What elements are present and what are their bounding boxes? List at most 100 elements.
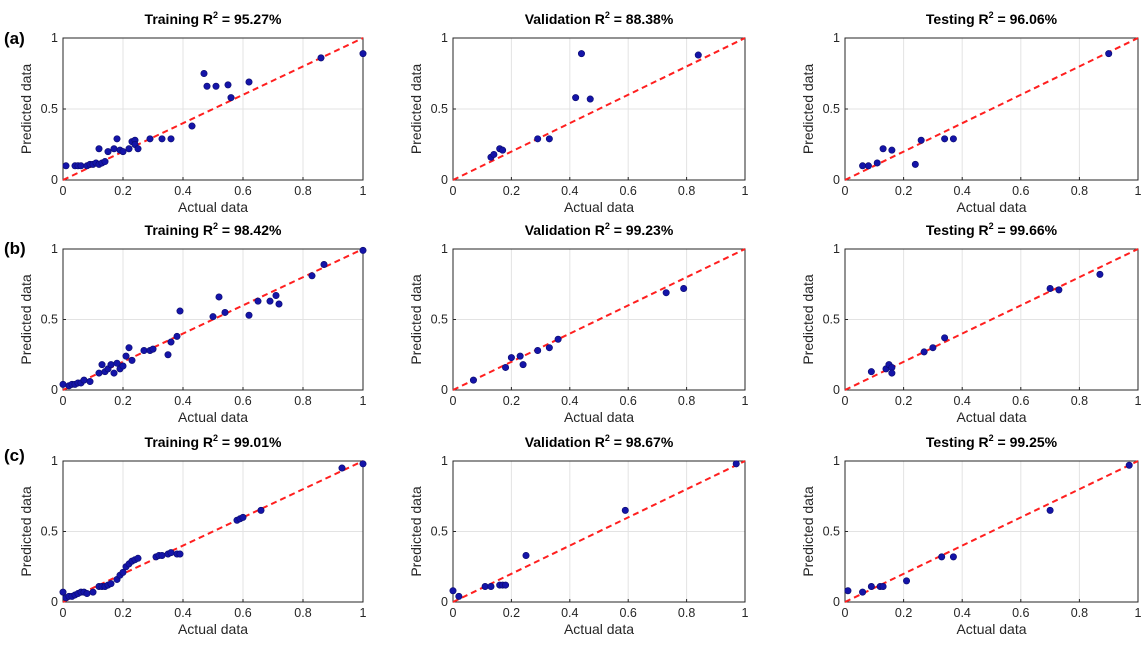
panel-a-training-point-26	[200, 70, 208, 78]
panel-a-validation-ytick-label-1: 0.5	[431, 102, 448, 116]
panel-b-validation-ytick-label-0: 0	[441, 383, 448, 397]
panel-c-testing-ylabel: Predicted data	[800, 486, 816, 576]
panel-c-validation-ytick-label-2: 1	[441, 454, 448, 468]
panel-b-testing-point-7	[941, 334, 949, 342]
panel-b-testing-xlabel: Actual data	[956, 409, 1026, 425]
panel-c-training-ytick-label-0: 0	[51, 595, 58, 609]
panel-a-validation-title-sup: 2	[605, 10, 610, 20]
panel-a-validation: 0 0.2 0.4 0.6 0.8 1 0 0.5 1 Validation R2 = 88.38…	[408, 10, 749, 215]
panel-b-training-point-0	[59, 380, 67, 388]
panel-c-testing-point-8	[1046, 506, 1054, 514]
panel-a-testing-xlabel: Actual data	[956, 199, 1026, 215]
panel-c-validation-point-9	[732, 460, 740, 468]
panel-c-training-title-sup: 2	[213, 433, 218, 443]
panel-c-training-title-prefix: Training R	[145, 434, 213, 450]
panel-c-training-xlabel: Actual data	[178, 621, 248, 637]
panel-b-testing-xtick-label-5: 1	[1135, 394, 1142, 408]
panel-a-testing-point-9	[1105, 50, 1113, 58]
panel-a-training-point-21	[134, 145, 142, 153]
panel-a-training-reference-line	[62, 37, 364, 181]
panel-a-testing-title: Testing R2 = 96.06%	[926, 10, 1058, 27]
panel-b-testing-title-prefix: Testing R	[926, 222, 989, 238]
panel-c-validation-xtick-label-4: 0.8	[678, 606, 695, 620]
panel-c-validation-point-8	[621, 506, 629, 514]
panel-c-validation-title-prefix: Validation R	[525, 434, 605, 450]
panel-b-validation-title-suffix: = 99.23%	[610, 222, 674, 238]
panel-c-validation-point-2	[481, 582, 489, 590]
panel-b-validation-xtick-label-3: 0.6	[620, 394, 637, 408]
panel-b-training-point-37	[359, 246, 367, 254]
panel-c-validation-point-3	[487, 582, 495, 590]
panel-b-testing-title: Testing R2 = 99.66%	[926, 221, 1058, 238]
panel-b-testing-point-5	[920, 348, 928, 356]
panel-b-validation-title-prefix: Validation R	[525, 222, 605, 238]
panel-b-training-xtick-label-5: 1	[360, 394, 367, 408]
panel-c-validation-ylabel: Predicted data	[408, 486, 424, 576]
panel-b-validation-xtick-label-4: 0.8	[678, 394, 695, 408]
panel-b-training-point-20	[140, 347, 148, 355]
panel-b-validation-xtick-label-1: 0.2	[503, 394, 520, 408]
panel-a-training-xlabel: Actual data	[178, 199, 248, 215]
panel-c-training: 0 0.2 0.4 0.6 0.8 1 0 0.5 1 Training R2 = 99.01% A…	[18, 433, 367, 637]
panel-b-validation-point-7	[554, 335, 562, 343]
panel-b-testing-ytick-label-2: 1	[833, 242, 840, 256]
panel-a-training-ytick-label-0: 0	[51, 173, 58, 187]
panel-c-validation-title-sup: 2	[605, 433, 610, 443]
panel-c-testing-title: Testing R2 = 99.25%	[926, 433, 1058, 450]
panel-c-training-point-35	[359, 460, 367, 468]
panel-b-training-ytick-label-2: 1	[51, 242, 58, 256]
panel-a-training-title: Training R2 = 95.27%	[145, 10, 282, 27]
panel-c-validation-xtick-label-2: 0.4	[561, 606, 578, 620]
panel-a-testing-xtick-label-1: 0.2	[895, 184, 912, 198]
panel-a-testing-ytick-label-2: 1	[833, 31, 840, 45]
panel-b-training-point-25	[173, 332, 181, 340]
panel-c-training-point-27	[167, 549, 175, 557]
panel-a-training-point-23	[158, 135, 166, 143]
panel-c-testing-title-sup: 2	[989, 433, 994, 443]
panel-c-validation-xlabel: Actual data	[564, 621, 634, 637]
panel-c-training-ytick-label-1: 0.5	[41, 525, 58, 539]
panel-b-training-title-sup: 2	[213, 221, 218, 231]
panel-c-validation-point-7	[522, 551, 530, 559]
panel-b-training-point-18	[125, 344, 133, 352]
panel-a-testing-xtick-label-4: 0.8	[1071, 184, 1088, 198]
panel-c-training-xtick-label-4: 0.8	[294, 606, 311, 620]
panel-b-training-point-12	[107, 361, 115, 369]
panel-a-validation-point-7	[577, 50, 585, 58]
panel-b-training-point-28	[215, 293, 223, 301]
panel-c-validation-xtick-label-0: 0	[450, 606, 457, 620]
panel-a-testing-reference-line	[844, 37, 1139, 181]
panel-a-training-point-33	[359, 50, 367, 58]
panel-b-testing-point-10	[1096, 270, 1104, 278]
panel-b-training-point-16	[119, 362, 127, 370]
panel-a-testing-ylabel: Predicted data	[800, 64, 816, 154]
panel-b-training-ytick-label-1: 0.5	[41, 313, 58, 327]
panel-a-training-xtick-label-3: 0.6	[234, 184, 251, 198]
panel-a-training-point-17	[125, 145, 133, 153]
panel-c-validation-ytick-label-1: 0.5	[431, 525, 448, 539]
panel-a-training-point-31	[245, 78, 253, 86]
panel-a-validation-title-prefix: Validation R	[525, 11, 605, 27]
panel-c-testing-point-2	[867, 582, 875, 590]
panel-b-validation-ytick-label-1: 0.5	[431, 313, 448, 327]
panel-c-testing-point-0	[844, 587, 852, 595]
panel-c-validation-title: Validation R2 = 98.67%	[525, 433, 674, 450]
panel-c-training-point-14	[107, 580, 115, 588]
panel-b-validation-title: Validation R2 = 99.23%	[525, 221, 674, 238]
panel-c-testing: 0 0.2 0.4 0.6 0.8 1 0 0.5 1 Testing R2 = 99.25% Ac…	[800, 433, 1142, 637]
panel-b-testing-point-9	[1055, 286, 1063, 294]
panel-c-testing-ytick-label-2: 1	[833, 454, 840, 468]
panel-b-training-xtick-label-3: 0.6	[234, 394, 251, 408]
panel-b-training-xtick-label-1: 0.2	[114, 394, 131, 408]
panel-a-training-point-12	[104, 148, 112, 156]
panel-b-testing: 0 0.2 0.4 0.6 0.8 1 0 0.5 1 Testing R2 = 99.66% Ac…	[800, 221, 1142, 425]
panel-b-training-xtick-label-4: 0.8	[294, 394, 311, 408]
panel-a-training-xtick-label-1: 0.2	[114, 184, 131, 198]
panel-b-testing-point-6	[929, 344, 937, 352]
panel-a-training-point-29	[224, 81, 232, 89]
panel-a-validation-xtick-label-2: 0.4	[561, 184, 578, 198]
panel-a-training-title-prefix: Training R	[145, 11, 213, 27]
panel-b-training-point-14	[113, 359, 121, 367]
panel-a-testing-point-0	[859, 162, 867, 170]
panel-a-training-xtick-label-4: 0.8	[294, 184, 311, 198]
